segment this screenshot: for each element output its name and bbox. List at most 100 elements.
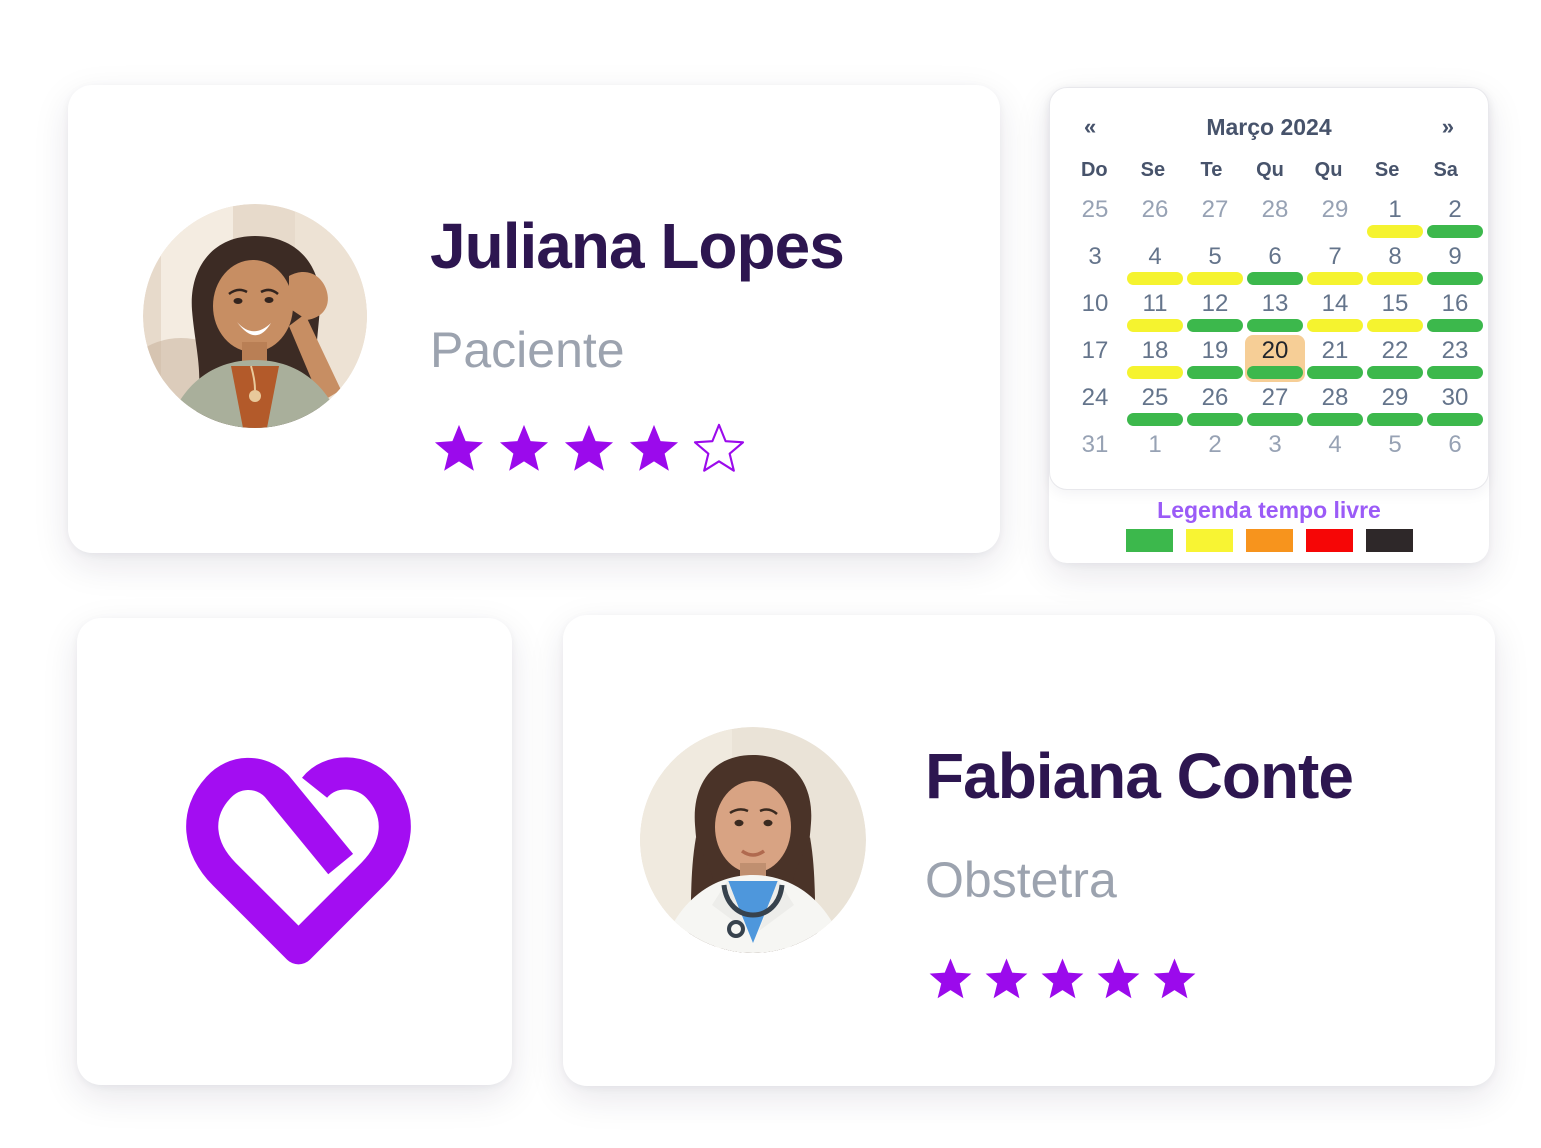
calendar-day-16[interactable]: 16 xyxy=(1425,288,1485,335)
calendar-day-6[interactable]: 6 xyxy=(1245,241,1305,288)
day-number: 6 xyxy=(1268,243,1282,270)
day-number: 22 xyxy=(1381,337,1409,364)
availability-bar xyxy=(1247,272,1303,285)
calendar-day-24[interactable]: 24 xyxy=(1065,382,1125,429)
patient-photo xyxy=(143,204,367,428)
calendar-day-1[interactable]: 1 xyxy=(1365,194,1425,241)
day-number: 1 xyxy=(1388,196,1402,223)
calendar-prev-button[interactable]: « xyxy=(1078,112,1102,142)
day-number: 30 xyxy=(1441,384,1469,411)
availability-bar-empty xyxy=(1307,225,1363,238)
calendar-day-17[interactable]: 17 xyxy=(1065,335,1125,382)
calendar-day-26[interactable]: 26 xyxy=(1185,382,1245,429)
calendar-day-13[interactable]: 13 xyxy=(1245,288,1305,335)
calendar-day-10[interactable]: 10 xyxy=(1065,288,1125,335)
calendar-day-12[interactable]: 12 xyxy=(1185,288,1245,335)
availability-bar xyxy=(1247,413,1303,426)
calendar-day-5[interactable]: 5 xyxy=(1185,241,1245,288)
availability-bar xyxy=(1127,319,1183,332)
legend-swatch xyxy=(1305,529,1353,552)
availability-bar-empty xyxy=(1367,460,1423,473)
day-number: 29 xyxy=(1321,196,1349,223)
calendar-day-3[interactable]: 3 xyxy=(1245,429,1305,476)
calendar-day-2[interactable]: 2 xyxy=(1185,429,1245,476)
day-number: 7 xyxy=(1328,243,1342,270)
calendar-day-9[interactable]: 9 xyxy=(1425,241,1485,288)
calendar-day-28[interactable]: 28 xyxy=(1305,382,1365,429)
calendar-day-26[interactable]: 26 xyxy=(1125,194,1185,241)
day-number: 9 xyxy=(1448,243,1462,270)
day-number: 28 xyxy=(1321,384,1349,411)
calendar-day-11[interactable]: 11 xyxy=(1125,288,1185,335)
day-number: 12 xyxy=(1201,290,1229,317)
calendar-day-18[interactable]: 18 xyxy=(1125,335,1185,382)
calendar-day-19[interactable]: 19 xyxy=(1185,335,1245,382)
availability-bar-empty xyxy=(1067,225,1123,238)
calendar-day-27[interactable]: 27 xyxy=(1245,382,1305,429)
calendar-day-25[interactable]: 25 xyxy=(1065,194,1125,241)
calendar-day-2[interactable]: 2 xyxy=(1425,194,1485,241)
availability-bar xyxy=(1187,413,1243,426)
patient-avatar xyxy=(143,204,367,428)
availability-bar xyxy=(1247,319,1303,332)
day-number: 25 xyxy=(1081,196,1109,223)
availability-bar xyxy=(1367,272,1423,285)
calendar-day-30[interactable]: 30 xyxy=(1425,382,1485,429)
calendar-day-22[interactable]: 22 xyxy=(1365,335,1425,382)
calendar-day-29[interactable]: 29 xyxy=(1365,382,1425,429)
star-empty-icon xyxy=(693,423,745,472)
day-number: 28 xyxy=(1261,196,1289,223)
calendar-day-15[interactable]: 15 xyxy=(1365,288,1425,335)
availability-bar xyxy=(1307,272,1363,285)
calendar-header: « Março 2024 » xyxy=(1050,114,1488,140)
doctor-name: Fabiana Conte xyxy=(925,740,1354,812)
calendar-day-3[interactable]: 3 xyxy=(1065,241,1125,288)
star-filled-icon xyxy=(499,424,549,471)
calendar-day-4[interactable]: 4 xyxy=(1125,241,1185,288)
calendar-day-7[interactable]: 7 xyxy=(1305,241,1365,288)
calendar-day-31[interactable]: 31 xyxy=(1065,429,1125,476)
calendar-day-21[interactable]: 21 xyxy=(1305,335,1365,382)
day-number: 25 xyxy=(1141,384,1169,411)
day-number: 23 xyxy=(1441,337,1469,364)
doctor-role: Obstetra xyxy=(925,852,1117,908)
calendar-day-23[interactable]: 23 xyxy=(1425,335,1485,382)
calendar-day-14[interactable]: 14 xyxy=(1305,288,1365,335)
availability-bar-empty xyxy=(1127,460,1183,473)
availability-bar xyxy=(1187,366,1243,379)
calendar-day-5[interactable]: 5 xyxy=(1365,429,1425,476)
day-number: 2 xyxy=(1448,196,1462,223)
star-filled-icon xyxy=(434,424,484,471)
day-number: 24 xyxy=(1081,384,1109,411)
calendar-next-button[interactable]: » xyxy=(1436,112,1460,142)
day-number: 16 xyxy=(1441,290,1469,317)
weekday-label: Sa xyxy=(1433,159,1458,181)
availability-bar-empty xyxy=(1067,319,1123,332)
day-number: 20 xyxy=(1261,337,1289,364)
calendar-day-6[interactable]: 6 xyxy=(1425,429,1485,476)
calendar-day-8[interactable]: 8 xyxy=(1365,241,1425,288)
calendar-day-27[interactable]: 27 xyxy=(1185,194,1245,241)
calendar-day-4[interactable]: 4 xyxy=(1305,429,1365,476)
day-number: 8 xyxy=(1388,243,1402,270)
calendar-day-1[interactable]: 1 xyxy=(1125,429,1185,476)
calendar-day-20[interactable]: 20 xyxy=(1245,335,1305,382)
availability-bar xyxy=(1247,366,1303,379)
availability-bar-empty xyxy=(1067,366,1123,379)
calendar-day-25[interactable]: 25 xyxy=(1125,382,1185,429)
calendar-day-28[interactable]: 28 xyxy=(1245,194,1305,241)
doctor-review-card: Fabiana Conte Obstetra xyxy=(563,615,1495,1086)
availability-bar xyxy=(1127,272,1183,285)
day-number: 26 xyxy=(1141,196,1169,223)
calendar-day-29[interactable]: 29 xyxy=(1305,194,1365,241)
day-number: 10 xyxy=(1081,290,1109,317)
availability-bar xyxy=(1427,366,1483,379)
calendar-card: « Março 2024 » Do Se Te Qu Qu Se Sa 25 26 27 28 29… xyxy=(1049,87,1489,563)
weekday-label: Qu xyxy=(1256,159,1284,181)
patient-rating xyxy=(432,423,746,474)
availability-bar-empty xyxy=(1187,460,1243,473)
availability-bar-empty xyxy=(1247,460,1303,473)
weekday-label: Te xyxy=(1200,159,1223,181)
availability-bar xyxy=(1307,413,1363,426)
day-number: 13 xyxy=(1261,290,1289,317)
